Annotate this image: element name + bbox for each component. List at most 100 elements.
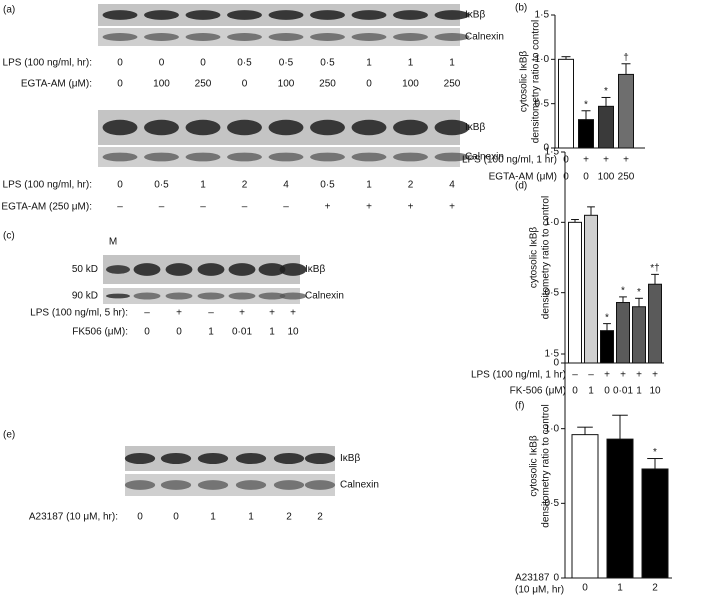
blot-band [124,480,156,490]
lane-label: + [269,308,275,319]
x-tick-label: 100 [598,172,615,183]
lane-label: 2 [408,180,414,191]
blot-band [160,480,192,490]
x-tick-label: 0 [563,155,569,166]
blot-band [144,152,179,162]
lane-label: 0 [242,79,248,90]
y-tick-label: 1·0 [535,54,550,65]
lane-label: – [242,202,248,213]
band-label: IκBβ [305,264,325,275]
blot-band [228,263,256,276]
y-axis-label: densitometry ratio to control [531,20,542,143]
row-label: A23187 [515,573,550,584]
blot-band [310,152,345,162]
blot-band [235,480,267,490]
bar [578,119,594,149]
lane-label: 100 [402,79,419,90]
bar [648,283,662,364]
lane-label: 0·5 [320,58,335,69]
lane-label: 100 [278,79,295,90]
blot-band [197,453,229,464]
blot-band [279,292,307,300]
x-tick-label: 1 [636,386,642,397]
blot-band [144,10,179,20]
blot-band [434,119,470,136]
x-tick-label: 10 [649,386,661,397]
blot-band [268,33,304,41]
blot-band [197,263,225,276]
lane-label: – [117,202,123,213]
blot-band [268,10,304,20]
bar [641,468,669,579]
row-label: EGTA-AM (μM): [21,79,92,90]
blot-band [165,263,193,276]
row-label: EGTA-AM (μM) [489,172,557,183]
row-label: A23187 (10 μM, hr): [29,512,118,523]
bar [598,105,614,149]
x-tick-label: + [652,370,658,381]
row-label: FK506 (μM): [72,327,128,338]
y-tick-label: 0·5 [535,98,550,109]
x-tick-label: + [620,370,626,381]
y-axis-label: densitometry ratio to control [541,404,552,527]
blot-band [227,119,262,136]
annotation: * [584,99,588,110]
row-label: LPS (100 ng/ml, hr): [3,180,92,191]
y-tick-label: 1·0 [545,423,560,434]
blot-band [160,453,192,464]
blot-band [227,33,262,41]
band-label: IκBβ [340,453,360,464]
blot-band [185,10,221,20]
annotation: * [605,312,609,323]
blot-band [235,453,267,464]
lane-label: 250 [444,79,461,90]
panel-label: (a) [3,5,15,16]
blot-band [268,119,304,136]
blot-band [144,119,179,136]
bar [618,73,634,149]
lane-label: + [325,202,331,213]
lane-label: 0·5 [237,58,252,69]
y-axis-label: cytosolic IκBβ [519,51,530,113]
y-tick-label: 1·5 [545,349,560,360]
blot-band [434,10,470,20]
band-label: Calnexin [340,480,379,491]
bar [558,58,574,149]
y-axis-label: cytosolic IκBβ [529,435,540,497]
x-tick-label: – [588,370,594,381]
x-tick-label: 0 [572,386,578,397]
lane-label: 4 [449,180,455,191]
lane-label: + [176,308,182,319]
row-label: LPS (100 ng/ml, 1 hr) [462,155,557,166]
row-label: LPS (100 ng/ml, 1 hr) [471,370,566,381]
blot-band [165,292,193,300]
lane-label: – [144,308,150,319]
band-label: Calnexin [465,32,504,43]
y-tick-label: 1·0 [545,217,560,228]
lane-label: 0 [137,512,143,523]
lane-label: 1 [208,327,214,338]
x-tick-label: 0 [563,172,569,183]
x-tick-label: 250 [618,172,635,183]
blot-band [102,10,138,20]
blot-band [351,10,387,20]
lane-label: 0 [200,58,206,69]
lane-label: 0 [117,180,123,191]
blot-band [258,292,286,300]
lane-label: 0·5 [154,180,169,191]
blot-band [273,480,305,490]
x-tick-label: 0 [582,583,588,594]
lane-label: 0 [159,58,165,69]
panel-label: (d) [515,181,527,192]
blot-band [310,33,345,41]
blot-band [228,292,256,300]
lane-label: 0 [176,327,182,338]
x-tick-label: 2 [652,583,658,594]
lane-label: – [200,202,206,213]
x-tick-label: 1 [588,386,594,397]
lane-label: – [283,202,289,213]
blot-band [197,480,229,490]
marker-label: M [109,237,117,248]
blot-band [434,33,470,41]
